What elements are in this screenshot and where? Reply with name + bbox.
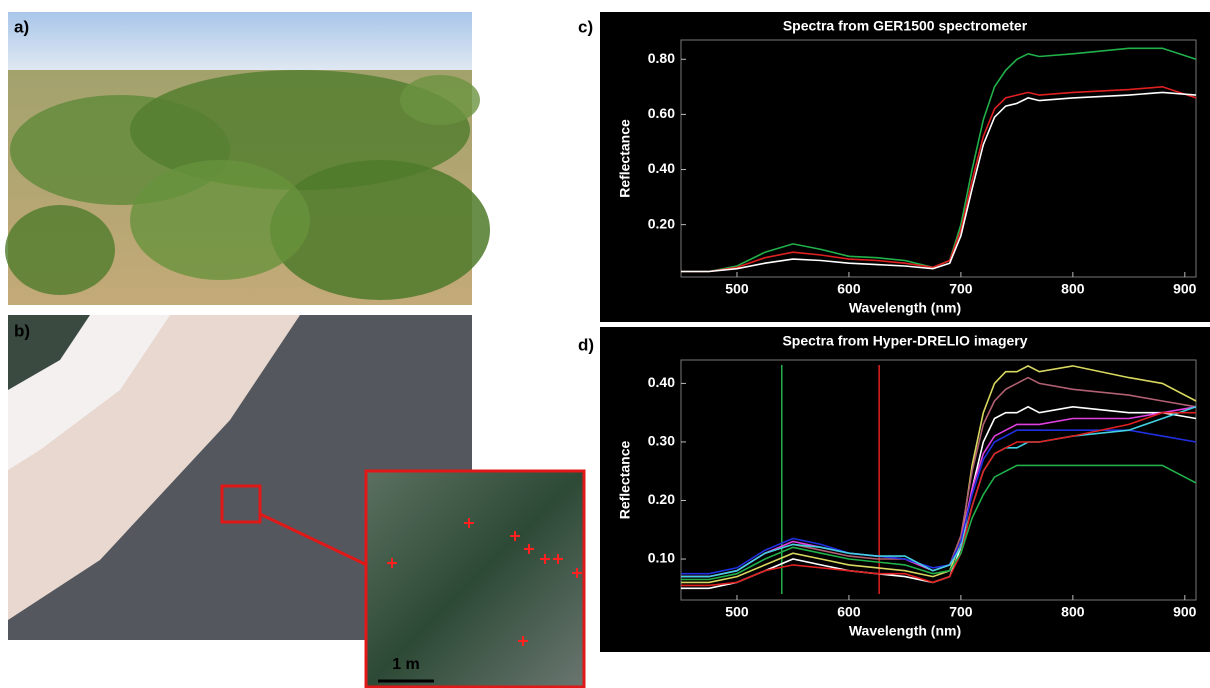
x-tick-label: 600 xyxy=(837,604,861,620)
x-axis-label: Wavelength (nm) xyxy=(849,300,961,316)
x-tick-label: 800 xyxy=(1061,281,1085,297)
x-axis-label: Wavelength (nm) xyxy=(849,623,961,639)
x-tick-label: 500 xyxy=(725,281,749,297)
spectrum-line xyxy=(681,429,1197,575)
y-tick-label: 0.80 xyxy=(648,50,675,66)
spectrum-line xyxy=(681,47,1197,273)
x-tick-label: 800 xyxy=(1061,604,1085,620)
panel-label: a) xyxy=(14,17,29,36)
inset: 1 m xyxy=(364,469,586,688)
chart-background xyxy=(600,327,1210,652)
x-tick-label: 700 xyxy=(949,604,973,620)
x-tick-label: 500 xyxy=(725,604,749,620)
scale-label: 1 m xyxy=(392,656,420,673)
panel-label: c) xyxy=(578,17,593,36)
chart-title: Spectra from Hyper-DRELIO imagery xyxy=(782,333,1027,349)
chart-title: Spectra from GER1500 spectrometer xyxy=(783,18,1028,34)
y-axis-label: Reflectance xyxy=(617,440,633,519)
spectrum-line xyxy=(681,464,1197,581)
y-tick-label: 0.30 xyxy=(648,433,675,449)
x-tick-label: 700 xyxy=(949,281,973,297)
y-tick-label: 0.10 xyxy=(648,550,675,566)
y-tick-label: 0.40 xyxy=(648,160,675,176)
chart-background xyxy=(600,12,1210,322)
y-tick-label: 0.20 xyxy=(648,491,675,507)
panel-label: d) xyxy=(578,335,594,354)
x-tick-label: 900 xyxy=(1173,604,1197,620)
photo-a xyxy=(5,12,490,305)
spectrum-line xyxy=(681,91,1197,273)
y-axis-label: Reflectance xyxy=(617,119,633,198)
y-tick-label: 0.60 xyxy=(648,105,675,121)
photo-b xyxy=(8,315,472,640)
plot-frame xyxy=(680,359,1197,601)
y-tick-label: 0.20 xyxy=(648,215,675,231)
plot-frame xyxy=(680,39,1197,278)
x-tick-label: 900 xyxy=(1173,281,1197,297)
spectrum-line xyxy=(681,85,1197,273)
y-tick-label: 0.40 xyxy=(648,374,675,390)
panel-label: b) xyxy=(14,321,30,340)
x-tick-label: 600 xyxy=(837,281,861,297)
